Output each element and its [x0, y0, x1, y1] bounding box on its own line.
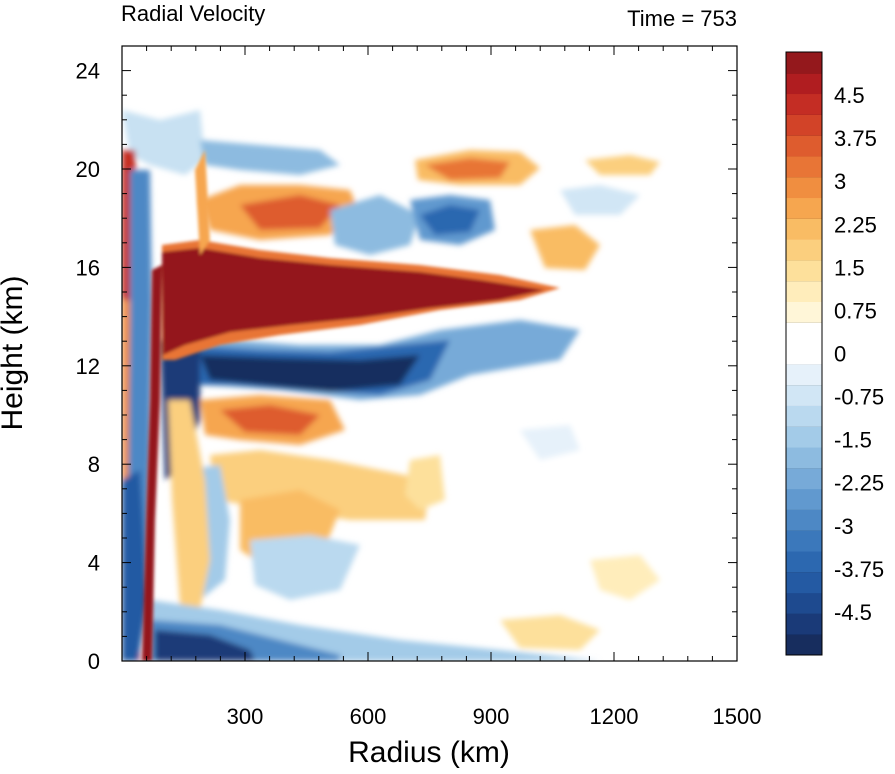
colorbar-label: 1.5 [834, 255, 865, 280]
mid-orange-core [220, 405, 320, 435]
y-tick-label: 0 [88, 649, 100, 674]
mid-blue-band-2 [250, 535, 360, 600]
upper-blue-band-1 [200, 140, 340, 175]
colorbar-swatch [786, 114, 822, 136]
colorbar-swatch [786, 135, 822, 157]
colorbar-label: -4.5 [834, 600, 872, 625]
colorbar-swatch [786, 530, 822, 552]
y-tick-label: 24 [76, 59, 100, 84]
colorbar-swatch [786, 280, 822, 303]
outflow-jet [162, 248, 545, 355]
mid-orange-left [168, 400, 210, 610]
colorbar-swatch [786, 447, 822, 469]
low-right-orange-2 [590, 555, 660, 600]
upper-orange-band-3 [530, 225, 600, 270]
colorbar-swatch [786, 155, 822, 178]
colorbar-label: 0.75 [834, 298, 877, 323]
upper-right-orange [585, 155, 660, 175]
colorbar-swatch [786, 72, 822, 95]
colorbar-swatch [786, 571, 822, 594]
upper-blue-band-2 [330, 195, 420, 255]
colorbar-swatch [786, 426, 822, 448]
colorbar-swatch [786, 218, 822, 240]
inflow-layer-core [200, 355, 420, 392]
colorbar-swatch [786, 613, 822, 635]
colorbar-swatch [786, 509, 822, 531]
x-tick-label: 900 [473, 704, 510, 729]
bl-inflow-core [155, 630, 255, 661]
colorbar-label: 0 [834, 342, 846, 367]
colorbar-label: 4.5 [834, 83, 865, 108]
colorbar-swatch [786, 93, 822, 115]
mid-right-blue [520, 425, 580, 460]
colorbar-swatch [786, 384, 822, 406]
colorbar-label: -1.5 [834, 428, 872, 453]
colorbar-swatch [786, 322, 822, 344]
x-tick-label: 300 [227, 704, 264, 729]
colorbar-swatch [786, 301, 822, 323]
y-axis-label: Height (km) [0, 275, 29, 430]
y-tick-label: 4 [88, 551, 100, 576]
x-axis: 300 600 900 1200 1500 [121, 46, 762, 729]
colorbar-swatch [786, 363, 822, 386]
x-tick-label: 600 [350, 704, 387, 729]
colorbar-swatch [786, 405, 822, 427]
y-axis: 0 4 8 12 16 20 24 [76, 45, 737, 674]
colorbar-swatch [786, 551, 822, 573]
colorbar: 4.5 3.75 3 2.25 1.5 0.75 0 -0.75 -1.5 -2.25 -3 -3.7… [785, 51, 884, 656]
colorbar-swatch [786, 343, 822, 365]
upper-orange-core-2 [425, 158, 510, 180]
colorbar-swatch [786, 467, 822, 490]
colorbar-label: -0.75 [834, 385, 884, 410]
y-tick-label: 12 [76, 354, 100, 379]
inner-blue-low [122, 470, 148, 661]
colorbar-frame [785, 51, 823, 656]
mid-right-orange [405, 455, 445, 510]
colorbar-swatch [786, 176, 822, 199]
y-tick-label: 8 [88, 452, 100, 477]
colorbar-label: -3.75 [834, 557, 884, 582]
colorbar-swatch [786, 634, 822, 656]
colorbar-swatch [786, 197, 822, 219]
title-right: Time = 753 [627, 6, 737, 31]
plot-frame [121, 45, 738, 662]
upper-orange-core-1 [240, 195, 340, 230]
x-tick-label: 1500 [713, 704, 762, 729]
eyewall-tower [195, 150, 210, 255]
x-axis-label: Radius (km) [348, 736, 510, 769]
upper-blue-core [420, 205, 480, 235]
colorbar-swatch [786, 592, 822, 614]
y-tick-label: 20 [76, 157, 100, 182]
low-right-orange [500, 615, 600, 650]
velocity-field [122, 110, 660, 661]
upper-right-blue [560, 185, 640, 215]
title-left: Radial Velocity [121, 1, 265, 26]
colorbar-label: 3 [834, 169, 846, 194]
colorbar-label: -2.25 [834, 471, 884, 496]
upper-blue-patch [122, 110, 205, 175]
colorbar-swatch [786, 488, 822, 510]
colorbar-label: -3 [834, 514, 854, 539]
colorbar-label: 2.25 [834, 212, 877, 237]
eyewall-red-strip [142, 265, 162, 661]
x-tick-label: 1200 [590, 704, 639, 729]
y-tick-label: 16 [76, 255, 100, 280]
colorbar-swatch [786, 52, 822, 74]
colorbar-swatch [786, 259, 822, 282]
colorbar-swatch [786, 239, 822, 261]
colorbar-label: 3.75 [834, 126, 877, 151]
